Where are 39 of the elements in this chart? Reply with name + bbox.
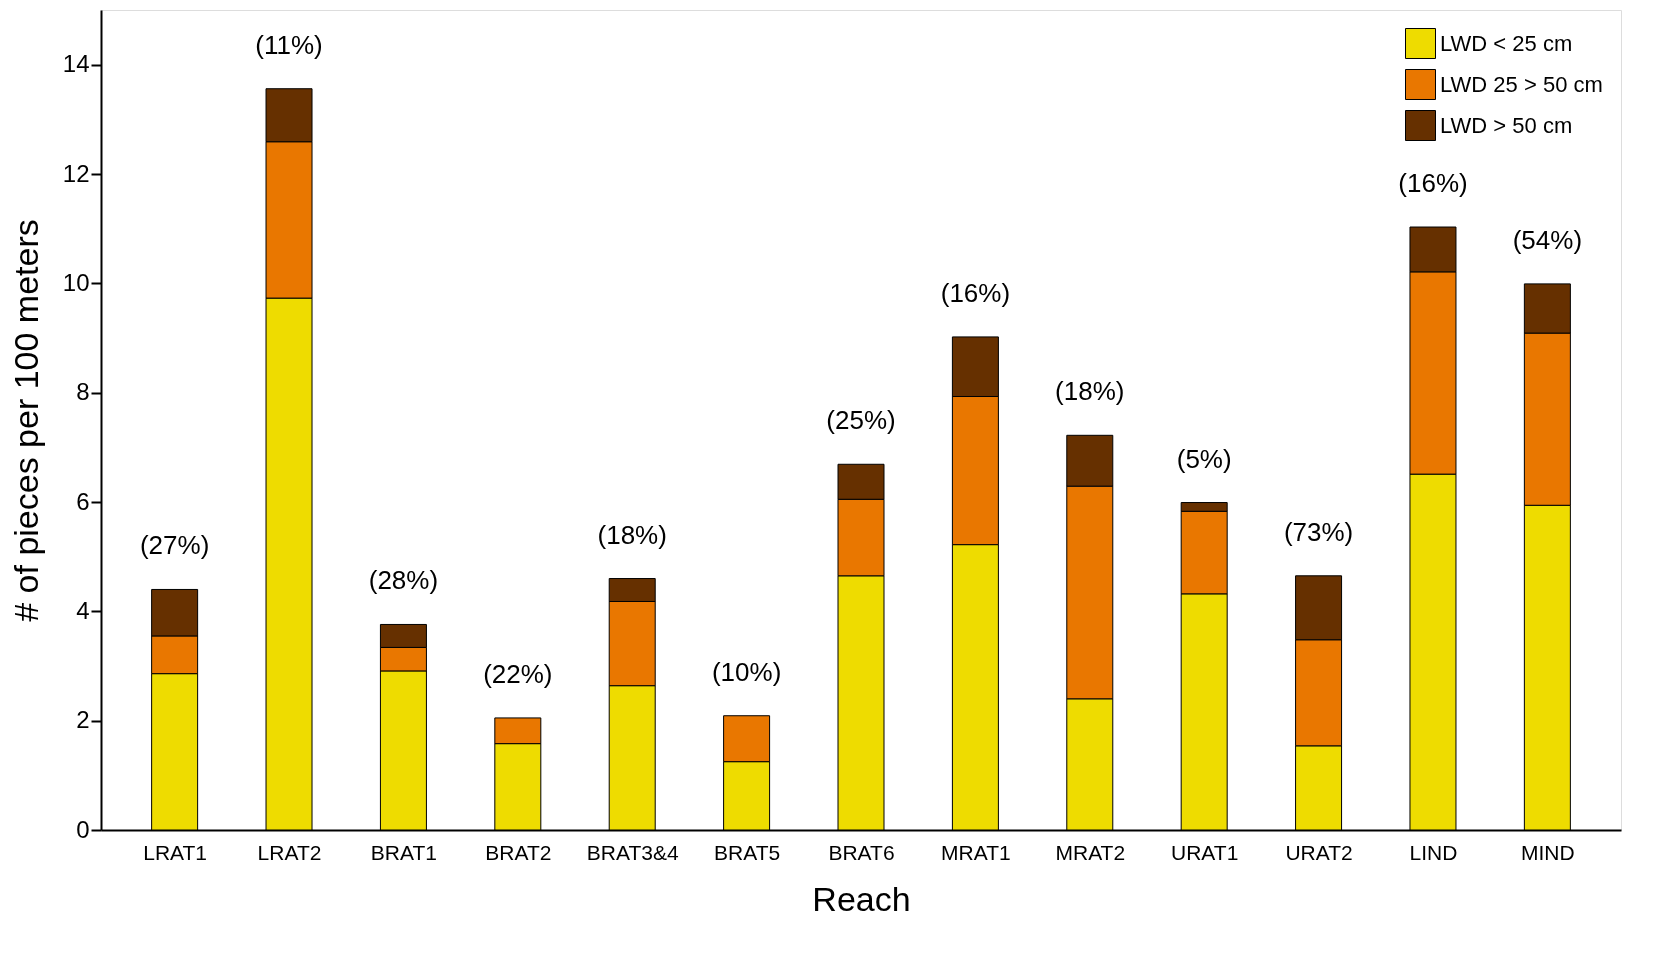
y-tick-label: 2 — [76, 706, 90, 734]
y-axis-title: # of pieces per 100 meters — [6, 219, 45, 622]
y-tick-label: 14 — [62, 50, 90, 78]
annotation: (5%) — [1176, 443, 1232, 474]
x-axis-title: Reach — [812, 879, 911, 918]
y-tick-label: 8 — [76, 378, 90, 406]
x-tick-label: LIND — [1409, 840, 1458, 864]
annotation: (28%) — [368, 565, 439, 596]
x-tick-label: BRAT1 — [370, 840, 437, 864]
x-tick-label: LRAT2 — [257, 840, 322, 864]
x-tick-label: MRAT1 — [941, 840, 1011, 864]
legend-label: LWD 25 > 50 cm — [1440, 71, 1603, 97]
x-tick-label: MIND — [1521, 840, 1575, 864]
legend-label: LWD > 50 cm — [1440, 112, 1573, 138]
annotation: (11%) — [255, 29, 323, 60]
x-tick-label: MRAT2 — [1055, 840, 1126, 864]
y-tick-label: 6 — [76, 487, 90, 515]
legend-label: LWD < 25 cm — [1440, 30, 1573, 56]
annotation: (25%) — [826, 405, 896, 436]
x-tick-label: BRAT6 — [828, 840, 895, 864]
annotation: (18%) — [1055, 376, 1125, 407]
annotation: (16%) — [1398, 168, 1468, 199]
annotation: (16%) — [940, 277, 1011, 308]
y-tick-label: 0 — [76, 815, 90, 843]
x-tick-label: URAT2 — [1285, 840, 1353, 864]
y-tick-label: 10 — [62, 268, 90, 296]
y-tick-label: 4 — [76, 596, 90, 624]
x-tick-label: LRAT1 — [143, 840, 208, 864]
annotation: (54%) — [1512, 224, 1583, 255]
annotation: (18%) — [597, 519, 667, 550]
annotation: (27%) — [139, 530, 210, 561]
annotation: (73%) — [1283, 516, 1354, 547]
y-tick-label: 12 — [62, 159, 90, 187]
annotation: (10%) — [711, 656, 782, 687]
x-tick-label: BRAT3&4 — [586, 840, 679, 864]
x-tick-label: URAT1 — [1171, 840, 1239, 864]
x-tick-label: BRAT5 — [714, 840, 781, 864]
annotation: (22%) — [483, 658, 553, 689]
x-tick-label: BRAT2 — [485, 840, 552, 864]
